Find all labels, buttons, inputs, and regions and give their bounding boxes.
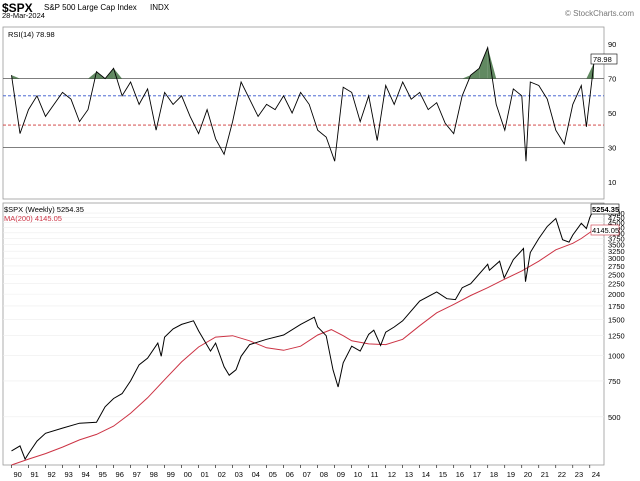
- x-tick-label-95: 95: [99, 470, 107, 479]
- price-y-tick-3250: 3250: [608, 247, 625, 256]
- rsi-y-tick-10: 10: [608, 178, 616, 187]
- x-tick-label-20: 20: [524, 470, 532, 479]
- rsi-overbought-fill: [487, 47, 497, 79]
- price-y-tick-3500: 3500: [608, 241, 625, 250]
- price-y-tick-2750: 2750: [608, 262, 625, 271]
- x-tick-label-09: 09: [337, 470, 345, 479]
- ma200-line: [11, 229, 595, 466]
- x-tick-label-05: 05: [269, 470, 277, 479]
- rsi-value-label: 78.98: [593, 55, 612, 64]
- x-tick-label-14: 14: [422, 470, 430, 479]
- last-ma-label: 4145.05: [592, 226, 619, 235]
- x-tick-label-93: 93: [65, 470, 73, 479]
- rsi-legend: RSI(14) 78.98: [8, 30, 55, 39]
- last-ma-tag: 4145.05: [590, 224, 620, 236]
- exchange-label: INDX: [150, 3, 170, 12]
- rsi-y-tick-50: 50: [608, 109, 616, 118]
- spx-price-line: [11, 208, 595, 461]
- x-tick-label-94: 94: [82, 470, 90, 479]
- x-tick-label-24: 24: [592, 470, 600, 479]
- price-y-tick-2000: 2000: [608, 290, 625, 299]
- chart-date: 28-Mar-2024: [2, 11, 45, 20]
- rsi-value-tag: 78.98: [590, 53, 618, 65]
- x-tick-label-92: 92: [48, 470, 56, 479]
- rsi-panel: 10 30 50 70 90 RSI(14) 78.98 78.98: [2, 26, 618, 200]
- x-tick-label-23: 23: [575, 470, 583, 479]
- x-tick-label-99: 99: [167, 470, 175, 479]
- rsi-y-tick-90: 90: [608, 40, 616, 49]
- x-tick-label-21: 21: [541, 470, 549, 479]
- rsi-overbought-fill: [462, 75, 471, 79]
- price-legend-text: $SPX (Weekly) 5254.35: [4, 205, 84, 214]
- price-y-tick-3750: 3750: [608, 234, 625, 243]
- x-tick-label-07: 07: [303, 470, 311, 479]
- price-y-tick-1000: 1000: [608, 351, 625, 360]
- x-tick-label-17: 17: [473, 470, 481, 479]
- x-tick-label-97: 97: [133, 470, 141, 479]
- x-tick-label-12: 12: [388, 470, 396, 479]
- price-y-tick-1750: 1750: [608, 302, 625, 311]
- price-y-tick-750: 750: [608, 377, 621, 386]
- rsi-overbought-fill: [479, 47, 488, 79]
- price-y-tick-1500: 1500: [608, 316, 625, 325]
- rsi-y-tick-70: 70: [608, 75, 616, 84]
- price-y-tick-2500: 2500: [608, 270, 625, 279]
- x-tick-label-16: 16: [456, 470, 464, 479]
- rsi-legend-text: RSI(14) 78.98: [8, 30, 55, 39]
- x-tick-label-96: 96: [116, 470, 124, 479]
- x-tick-label-11: 11: [371, 470, 379, 479]
- x-tick-label-06: 06: [286, 470, 294, 479]
- x-tick-label-08: 08: [320, 470, 328, 479]
- x-tick-label-10: 10: [354, 470, 362, 479]
- x-tick-label-22: 22: [558, 470, 566, 479]
- ticker-symbol: $SPX: [2, 1, 33, 15]
- watermark: © StockCharts.com: [564, 9, 634, 18]
- x-tick-label-18: 18: [490, 470, 498, 479]
- x-tick-label-03: 03: [235, 470, 243, 479]
- rsi-panel-frame: [2, 26, 605, 200]
- x-tick-label-04: 04: [252, 470, 260, 479]
- rsi-overbought-fill: [88, 71, 97, 79]
- price-legend: $SPX (Weekly) 5254.35 MA(200) 4145.05: [4, 205, 84, 223]
- rsi-overbought-fill: [11, 75, 21, 79]
- x-tick-label-13: 13: [405, 470, 413, 479]
- last-price-label: 5254.35: [592, 205, 619, 214]
- price-y-tick-2250: 2250: [608, 280, 625, 289]
- x-tick-label-19: 19: [507, 470, 515, 479]
- x-tick-label-91: 91: [31, 470, 39, 479]
- last-price-tag: 5254.35: [590, 203, 620, 215]
- x-tick-label-01: 01: [201, 470, 209, 479]
- price-y-tick-3000: 3000: [608, 254, 625, 263]
- chart-header: $SPX S&P 500 Large Cap Index INDX 28-Mar…: [0, 0, 640, 22]
- ma-legend-text: MA(200) 4145.05: [4, 214, 62, 223]
- x-tick-label-98: 98: [150, 470, 158, 479]
- price-y-tick-4750: 4750: [608, 214, 625, 223]
- price-y-tick-500: 500: [608, 413, 621, 422]
- x-tick-label-15: 15: [439, 470, 447, 479]
- x-tick-label-02: 02: [218, 470, 226, 479]
- price-y-tick-4500: 4500: [608, 218, 625, 227]
- price-y-tick-1250: 1250: [608, 332, 625, 341]
- rsi-overbought-fill: [586, 63, 594, 79]
- rsi-line: [11, 45, 595, 162]
- price-panel-frame: [2, 202, 605, 466]
- x-tick-label-90: 90: [14, 470, 22, 479]
- rsi-y-tick-30: 30: [608, 143, 616, 152]
- index-name: S&P 500 Large Cap Index: [44, 3, 137, 12]
- rsi-overbought-fill: [470, 68, 480, 79]
- x-tick-label-00: 00: [184, 470, 192, 479]
- price-panel: 5007501000125015001750200022502500275030…: [2, 202, 625, 479]
